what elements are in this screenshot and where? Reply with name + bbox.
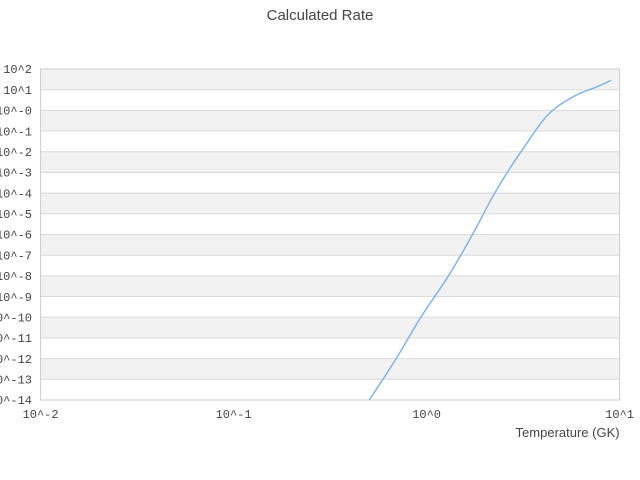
svg-text:10^-3: 10^-3 (0, 167, 32, 181)
svg-text:10^-1: 10^-1 (0, 125, 32, 139)
svg-text:Temperature (GK): Temperature (GK) (516, 425, 620, 440)
svg-text:10^-4: 10^-4 (0, 187, 32, 201)
svg-text:10^-12: 10^-12 (0, 353, 32, 367)
svg-text:10^-6: 10^-6 (0, 229, 32, 243)
svg-text:10^-11: 10^-11 (0, 332, 32, 346)
svg-text:10^1: 10^1 (3, 84, 32, 98)
svg-text:10^-9: 10^-9 (0, 291, 32, 305)
svg-text:10^-1: 10^-1 (216, 408, 252, 422)
svg-text:10^-2: 10^-2 (0, 146, 32, 160)
svg-text:10^-10: 10^-10 (0, 311, 32, 325)
svg-text:10^-2: 10^-2 (23, 408, 59, 422)
svg-text:10^1: 10^1 (605, 408, 634, 422)
svg-text:10^-7: 10^-7 (0, 249, 32, 263)
svg-text:10^-0: 10^-0 (0, 105, 32, 119)
svg-text:10^0: 10^0 (412, 408, 441, 422)
svg-text:10^-14: 10^-14 (0, 394, 32, 408)
svg-text:10^-8: 10^-8 (0, 270, 32, 284)
svg-text:10^2: 10^2 (3, 63, 32, 77)
svg-text:10^-5: 10^-5 (0, 208, 32, 222)
svg-text:10^-13: 10^-13 (0, 374, 32, 388)
